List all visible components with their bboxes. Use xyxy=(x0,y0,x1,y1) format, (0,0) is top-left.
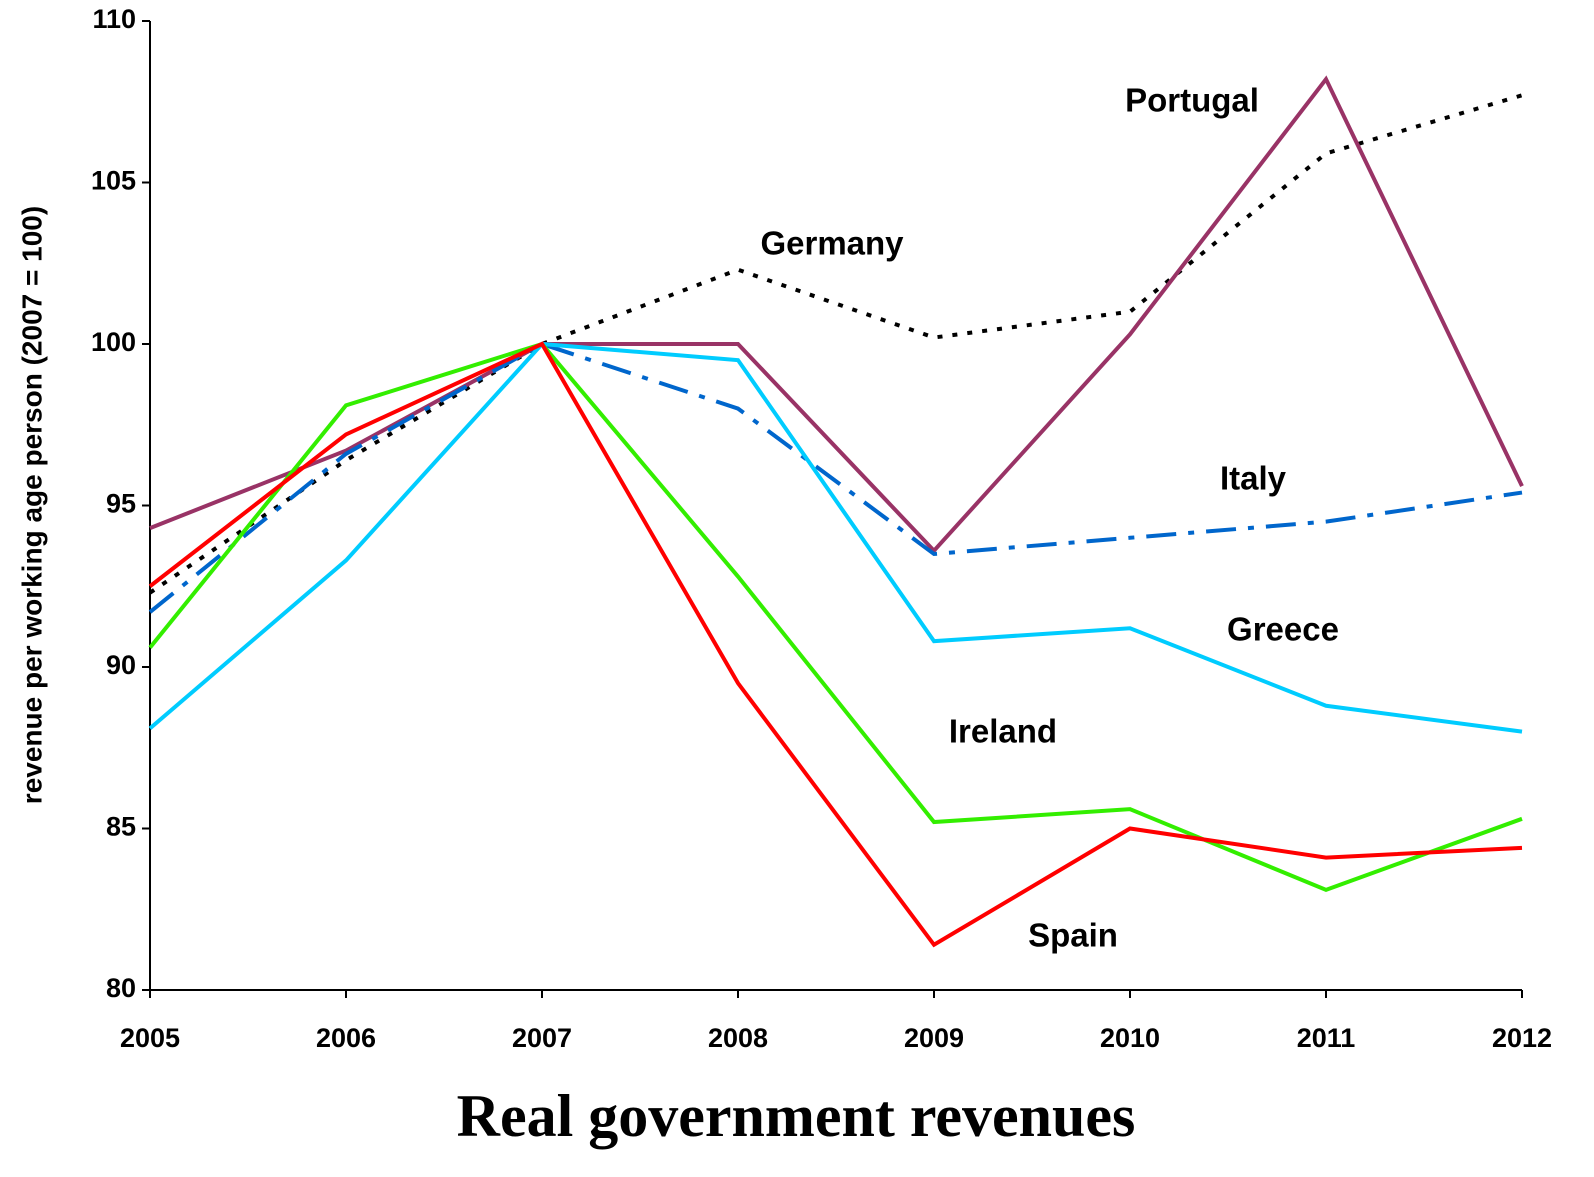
series-line xyxy=(148,341,1523,948)
series-line xyxy=(148,341,1523,614)
x-tick-label: 2008 xyxy=(708,1023,768,1053)
x-tick-label: 2007 xyxy=(512,1023,572,1053)
x-tick-label: 2006 xyxy=(316,1023,376,1053)
series-label: Greece xyxy=(1227,611,1339,648)
x-tick-label: 2005 xyxy=(120,1023,180,1053)
series-label: Ireland xyxy=(949,713,1057,750)
x-tick-label: 2011 xyxy=(1297,1023,1356,1053)
y-tick-label: 105 xyxy=(91,166,136,196)
series-line xyxy=(148,341,1523,734)
series-line xyxy=(148,341,1523,893)
series-label: Italy xyxy=(1220,460,1287,497)
x-tick-label: 2012 xyxy=(1492,1023,1552,1053)
y-tick-label: 95 xyxy=(106,489,136,519)
series-line xyxy=(148,93,1523,595)
y-tick-label: 90 xyxy=(106,650,136,680)
y-tick-label: 85 xyxy=(106,812,136,842)
series-label: Portugal xyxy=(1125,82,1259,119)
y-tick-label: 110 xyxy=(92,4,136,34)
y-tick-label: 100 xyxy=(91,327,136,357)
series-label: Spain xyxy=(1028,917,1118,954)
chart-title: Real government revenues xyxy=(457,1083,1136,1149)
series-line xyxy=(149,75,1524,554)
y-axis-label: revenue per working age person (2007 = 1… xyxy=(16,206,47,804)
y-tick-label: 80 xyxy=(106,973,136,1003)
series-label: Germany xyxy=(760,225,904,262)
x-tick-label: 2010 xyxy=(1100,1023,1160,1053)
x-tick-label: 2009 xyxy=(904,1023,964,1053)
